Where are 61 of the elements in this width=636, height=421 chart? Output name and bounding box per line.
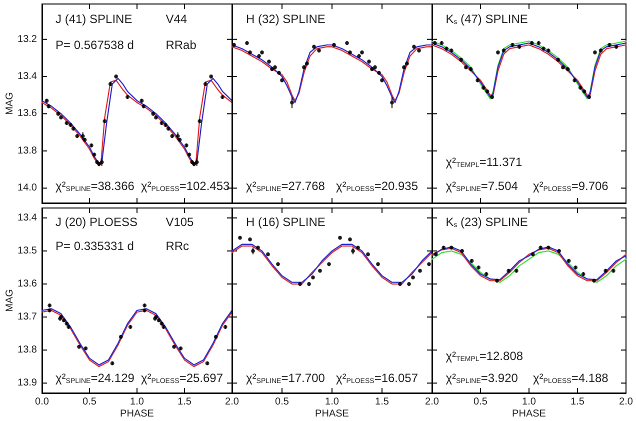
x-tick-label: 2.0	[619, 396, 634, 408]
x-tick-label: 1.5	[375, 396, 390, 408]
annotation: χ²$_{PLOESS}$=20.935	[336, 179, 418, 196]
y-tick-label: 13.5	[18, 245, 38, 256]
y-tick-label: 13.4	[18, 212, 38, 224]
y-tick-label: 13.6	[18, 278, 38, 290]
point	[290, 100, 294, 105]
x-tick-label: 1.5	[570, 396, 585, 408]
y-tick-label: 13.2	[18, 34, 38, 45]
annotation: V105	[166, 215, 194, 230]
x-tick-label: 0.5	[82, 396, 97, 408]
y-tick-label: 14.0	[18, 182, 38, 194]
annotation: χ²$_{TEMPL}$=12.808	[446, 348, 524, 365]
point	[80, 134, 85, 138]
annotation: RRc	[166, 239, 190, 254]
x-tick-label: 1.0	[130, 396, 144, 408]
annotation: χ²$_{PLOESS}$=16.057	[336, 370, 418, 387]
point	[390, 100, 394, 105]
x-tick-label: 0.5	[275, 396, 290, 408]
annotation: χ²$_{TEMPL}$=11.371	[446, 155, 522, 172]
annotation: χ²$_{SPLINE}$=3.920	[446, 370, 518, 387]
annotation: χ²$_{PLOESS}$=9.706	[533, 179, 608, 196]
annotation: χ²$_{SPLINE}$=38.366	[56, 179, 134, 196]
annotation: J (41) SPLINE	[56, 12, 132, 26]
x-tick-label: 0.5	[474, 396, 488, 408]
annotation: K$_{s}$ (23) SPLINE	[446, 215, 528, 232]
annotation: χ²$_{SPLINE}$=17.700	[246, 370, 325, 387]
point	[100, 160, 104, 164]
x-tick-label: 2.0	[225, 396, 240, 408]
y-axis-title: MAG	[4, 288, 16, 312]
annotation: J (20) PLOESS	[56, 215, 138, 230]
annotation: χ²$_{PLOESS}$=4.188	[533, 370, 608, 387]
x-tick-label: 0.0	[35, 396, 50, 408]
y-tick-label: 13.6	[18, 108, 38, 120]
y-tick-label: 13.8	[18, 344, 38, 356]
annotation: H (16) SPLINE	[246, 215, 326, 230]
annotation: V44	[166, 12, 188, 26]
x-axis-title: PHASE	[512, 408, 546, 420]
point	[194, 160, 199, 164]
point	[176, 134, 180, 138]
annotation: P= 0.335331 d	[56, 239, 134, 254]
annotation: χ²$_{PLOESS}$=25.697	[141, 370, 224, 387]
annotation: χ²$_{SPLINE}$=24.129	[56, 370, 134, 387]
x-tick-label: 1.0	[325, 396, 340, 408]
annotation: P= 0.567538 d	[56, 38, 134, 52]
x-tick-label: 1.0	[522, 396, 536, 408]
x-axis-title: PHASE	[120, 408, 154, 420]
x-axis-title: PHASE	[315, 408, 350, 420]
annotation: H (32) SPLINE	[246, 12, 326, 26]
annotation: χ²$_{SPLINE}$=7.504	[446, 179, 518, 196]
x-tick-label: 2.0	[425, 396, 440, 408]
annotation: χ²$_{SPLINE}$=27.768	[246, 179, 325, 196]
annotation: χ²$_{PLOESS}$=102.453	[141, 179, 230, 196]
x-tick-label: 1.5	[178, 396, 192, 408]
y-tick-label: 13.4	[18, 71, 38, 82]
y-tick-label: 13.9	[18, 378, 38, 389]
y-tick-label: 13.7	[18, 312, 38, 323]
y-tick-label: 13.8	[18, 145, 38, 156]
annotation: K$_{s}$ (47) SPLINE	[446, 12, 528, 28]
y-axis-title: MAG	[4, 92, 16, 115]
annotation: RRab	[166, 38, 196, 52]
